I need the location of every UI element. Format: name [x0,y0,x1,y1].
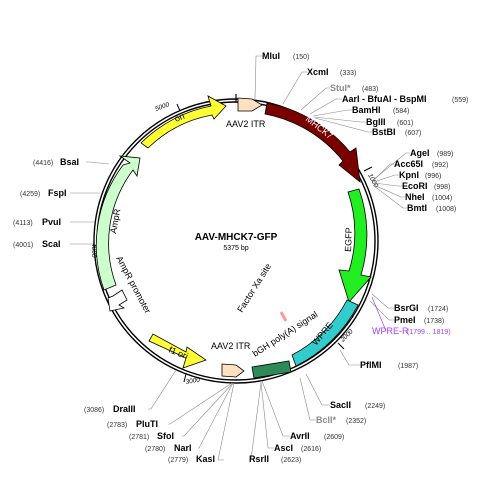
plasmid-size: 5375 bp [223,245,248,252]
wpre-feature[interactable] [291,299,359,367]
ori-label: ori [173,111,186,124]
site-asci: AscI [274,443,293,453]
site-bsai-pos: (4416) [33,160,53,167]
site-bstbi: BstBI [372,127,396,137]
ampr-label: AmpR [108,207,122,234]
egfp-feature[interactable] [338,188,372,303]
wpre-r-label: WPRE-R [372,326,409,336]
tick-5000-label: 5000 [154,101,170,113]
site-fspi-pos: (4259) [20,191,40,198]
site-bstbi-pos: (607) [405,130,421,137]
egfp-label: EGFP [343,227,354,252]
site-bsrgi: BsrGI [394,303,419,313]
tick-4000-label: 4000 [90,243,97,258]
tick-3000-label: 3000 [185,376,201,385]
site-pluti: PluTI [136,419,158,429]
site-bglii: BglII [366,117,386,127]
site-acc65i-pos: (992) [432,162,448,169]
site-xcmi: XcmI [307,67,329,77]
site-rsrii: RsrII [249,454,269,464]
site-aari-pos: (559) [452,97,468,104]
site-sfoi-pos: (2781) [129,434,149,441]
site-bglii-pos: (601) [397,120,413,127]
ori-feature[interactable] [140,95,227,149]
tick-1000 [363,166,373,172]
factor-xa-feature[interactable] [279,311,288,322]
site-leaders [70,55,410,461]
plasmid-name: AAV-MHCK7-GFP [195,232,278,243]
site-bcli-pos: (2352) [346,418,366,425]
site-sfoi: SfoI [157,431,174,441]
site-kpni-pos: (996) [425,173,441,180]
site-agei-pos: (989) [437,151,453,158]
site-kasi: KasI [196,454,215,464]
site-ecori-pos: (998) [434,184,450,191]
site-avrii: AvrII [290,431,310,441]
site-bmti: BmtI [407,203,427,213]
site-sacii: SacII [330,400,351,410]
site-aari: AarI - BfuAI - BspMI [342,94,427,104]
site-bmti-pos: (1008) [436,206,456,213]
site-bcli: BclI* [316,415,337,425]
site-kasi-pos: (2779) [168,457,188,464]
f1-ori-label: f1 ori [167,345,189,362]
site-mlui-pos: (150) [293,54,309,61]
tick-2000 [337,342,345,350]
site-nari-pos: (2780) [145,446,165,453]
site-asci-pos: (2616) [301,446,321,453]
site-avrii-pos: (2609) [324,434,344,441]
site-pmei-pos: (1738) [424,318,444,325]
site-pvui-pos: (4113) [13,220,33,227]
ampr-promoter-feature[interactable] [107,289,128,312]
ampr-feature[interactable] [95,155,141,291]
site-kpni: KpnI [399,170,419,180]
tick-5000 [176,103,181,112]
site-bsrgi-pos: (1724) [428,306,448,313]
site-stui: StuI* [330,83,351,93]
site-pluti-pos: (2783) [107,422,127,429]
itr-right-label: AAV2 ITR [211,341,251,351]
site-bamhi: BamHI [352,105,381,115]
site-mlui: MluI [262,51,280,61]
itr-left-feature[interactable] [237,97,263,112]
wpre-r-leader [371,296,387,332]
wpre-r-range: (1799 .. 1819) [407,329,451,336]
site-pflmi-pos: (1987) [398,363,418,370]
mhck7-feature[interactable] [264,102,361,183]
site-draiii: DraIII [113,404,136,414]
itr-right-feature[interactable] [221,363,245,378]
site-agei: AgeI [410,148,430,158]
site-xcmi-pos: (333) [340,70,356,77]
site-scai-pos: (4001) [13,242,33,249]
tick-3000 [183,373,187,383]
factor-xa-label: Factor Xa site [235,262,273,314]
site-acc65i: Acc65I [394,159,423,169]
site-bamhi-pos: (584) [393,108,409,115]
site-sacii-pos: (2249) [365,403,385,410]
f1-ori-feature[interactable] [148,333,207,369]
site-fspi: FspI [48,188,67,198]
site-pmei: PmeI [394,315,416,325]
site-nari: NarI [174,443,192,453]
site-ecori: EcoRI [402,181,428,191]
site-bsai: BsaI [60,157,79,167]
site-nhei: NheI [405,192,425,202]
site-rsrii-pos: (2623) [281,457,301,464]
site-draiii-pos: (3086) [84,407,104,414]
site-pvui: PvuI [42,217,61,227]
itr-left-label: AAV2 ITR [226,119,266,129]
polya-feature[interactable] [251,360,292,379]
site-pflmi: PflMI [360,360,382,370]
site-nhei-pos: (1004) [432,195,452,202]
site-scai: ScaI [42,239,61,249]
site-stui-pos: (483) [362,86,378,93]
